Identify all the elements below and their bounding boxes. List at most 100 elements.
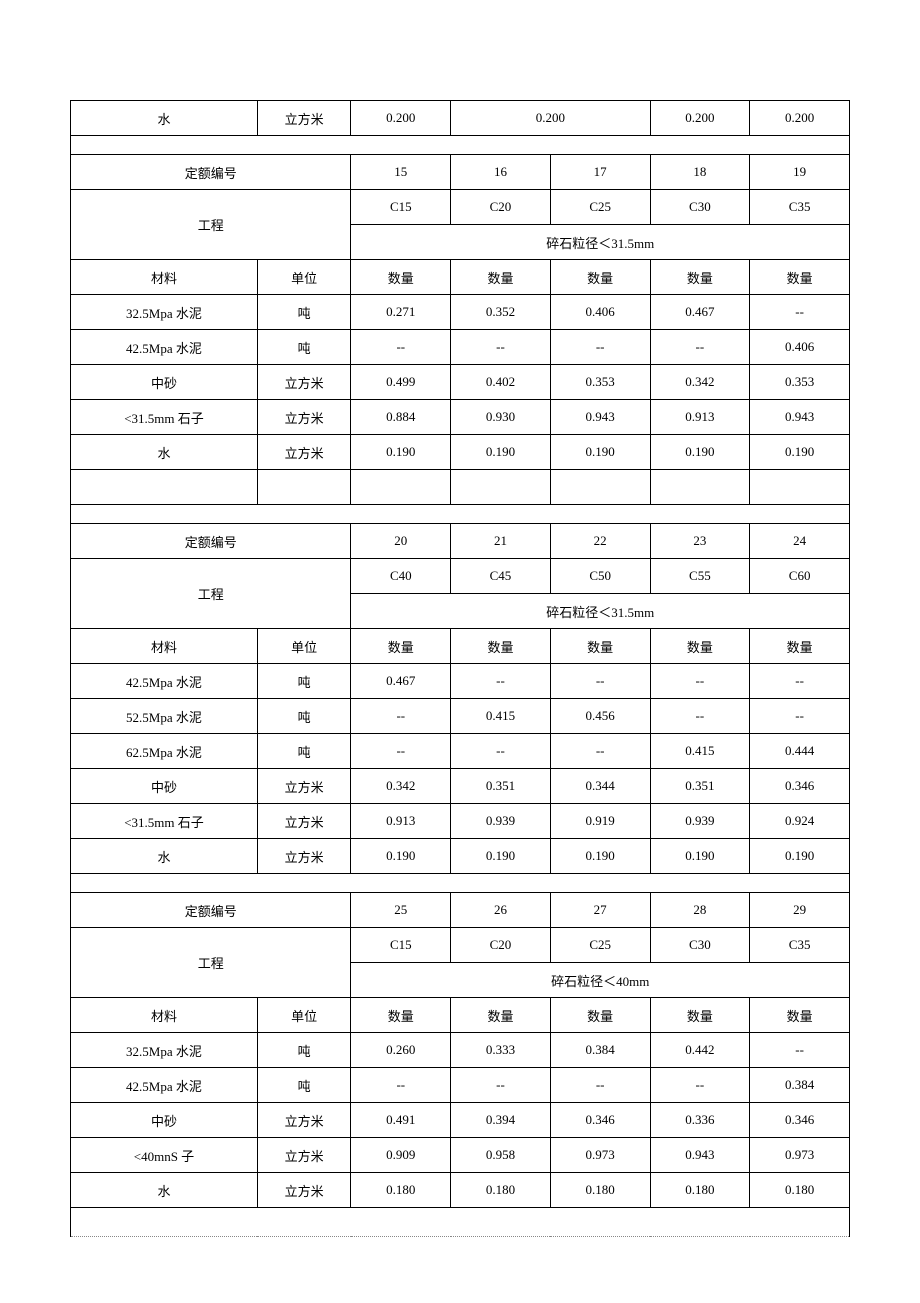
quota-number: 26: [451, 893, 551, 928]
qty-header: 数量: [351, 998, 451, 1033]
unit-cell: 立方米: [257, 101, 350, 136]
mix-ratio-table: 水 立方米 0.200 0.200 0.200 0.200 定额编号 15 16…: [70, 100, 850, 1237]
subheader: 碎石粒径＜40mm: [351, 963, 850, 998]
unit-cell: 吨: [257, 1033, 350, 1068]
subheader: 碎石粒径＜31.5mm: [351, 225, 850, 260]
unit-header: 单位: [257, 260, 350, 295]
value-cell: 0.943: [750, 400, 850, 435]
value-cell: 0.351: [650, 769, 750, 804]
material-cell: 水: [71, 101, 258, 136]
value-cell: 0.200: [451, 101, 650, 136]
grade: C15: [351, 190, 451, 225]
material-cell: 水: [71, 1173, 258, 1208]
value-cell: 0.939: [650, 804, 750, 839]
unit-cell: 吨: [257, 1068, 350, 1103]
grade: C25: [550, 928, 650, 963]
grade: C50: [550, 559, 650, 594]
material-cell: 中砂: [71, 769, 258, 804]
quota-number: 28: [650, 893, 750, 928]
value-cell: 0.353: [550, 365, 650, 400]
value-cell: --: [550, 330, 650, 365]
qty-header: 数量: [650, 629, 750, 664]
qty-header: 数量: [750, 629, 850, 664]
grade: C45: [451, 559, 551, 594]
grade: C55: [650, 559, 750, 594]
material-cell: 中砂: [71, 1103, 258, 1138]
grade: C20: [451, 928, 551, 963]
grade: C60: [750, 559, 850, 594]
spacer: [71, 505, 850, 524]
value-cell: 0.943: [550, 400, 650, 435]
value-cell: --: [451, 1068, 551, 1103]
value-cell: 0.351: [451, 769, 551, 804]
value-cell: 0.346: [550, 1103, 650, 1138]
quota-number: 27: [550, 893, 650, 928]
value-cell: --: [351, 734, 451, 769]
table-row: <31.5mm 石子 立方米 0.884 0.930 0.943 0.913 0…: [71, 400, 850, 435]
value-cell: 0.180: [351, 1173, 451, 1208]
quota-number: 19: [750, 155, 850, 190]
value-cell: 0.352: [451, 295, 551, 330]
project-label: 工程: [71, 190, 351, 260]
material-header: 材料: [71, 998, 258, 1033]
value-cell: --: [750, 699, 850, 734]
material-cell: 32.5Mpa 水泥: [71, 1033, 258, 1068]
value-cell: 0.190: [351, 839, 451, 874]
value-cell: 0.415: [650, 734, 750, 769]
qty-header: 数量: [550, 629, 650, 664]
value-cell: 0.406: [550, 295, 650, 330]
material-cell: 42.5Mpa 水泥: [71, 664, 258, 699]
value-cell: 0.190: [550, 435, 650, 470]
unit-cell: 立方米: [257, 1173, 350, 1208]
material-cell: <40mnS 子: [71, 1138, 258, 1173]
quota-number: 29: [750, 893, 850, 928]
table-row: 42.5Mpa 水泥 吨 -- -- -- -- 0.406: [71, 330, 850, 365]
value-cell: 0.190: [451, 839, 551, 874]
grade: C25: [550, 190, 650, 225]
value-cell: --: [750, 1033, 850, 1068]
grade: C30: [650, 928, 750, 963]
value-cell: 0.190: [351, 435, 451, 470]
value-cell: 0.200: [351, 101, 451, 136]
grade: C35: [750, 928, 850, 963]
grade-row: 工程 C15 C20 C25 C30 C35: [71, 190, 850, 225]
quota-number: 20: [351, 524, 451, 559]
unit-cell: 吨: [257, 699, 350, 734]
qty-header: 数量: [451, 998, 551, 1033]
quota-number-label: 定额编号: [71, 155, 351, 190]
table-row: 中砂 立方米 0.491 0.394 0.346 0.336 0.346: [71, 1103, 850, 1138]
grade-row: 工程 C40 C45 C50 C55 C60: [71, 559, 850, 594]
quota-number-label: 定额编号: [71, 893, 351, 928]
value-cell: 0.342: [351, 769, 451, 804]
spacer: [71, 874, 850, 893]
value-cell: --: [650, 330, 750, 365]
table-row: 32.5Mpa 水泥 吨 0.260 0.333 0.384 0.442 --: [71, 1033, 850, 1068]
value-cell: 0.180: [650, 1173, 750, 1208]
unit-cell: 吨: [257, 295, 350, 330]
unit-cell: 吨: [257, 330, 350, 365]
value-cell: 0.442: [650, 1033, 750, 1068]
table-row: <40mnS 子 立方米 0.909 0.958 0.973 0.943 0.9…: [71, 1138, 850, 1173]
value-cell: 0.909: [351, 1138, 451, 1173]
quota-number-row: 定额编号 25 26 27 28 29: [71, 893, 850, 928]
value-cell: 0.346: [750, 769, 850, 804]
table-row: 52.5Mpa 水泥 吨 -- 0.415 0.456 -- --: [71, 699, 850, 734]
value-cell: 0.336: [650, 1103, 750, 1138]
value-cell: 0.180: [550, 1173, 650, 1208]
unit-cell: 吨: [257, 734, 350, 769]
value-cell: 0.444: [750, 734, 850, 769]
unit-cell: 立方米: [257, 400, 350, 435]
material-cell: 42.5Mpa 水泥: [71, 330, 258, 365]
table-row: 32.5Mpa 水泥 吨 0.271 0.352 0.406 0.467 --: [71, 295, 850, 330]
table-row: 42.5Mpa 水泥 吨 0.467 -- -- -- --: [71, 664, 850, 699]
qty-header: 数量: [351, 629, 451, 664]
quota-number-label: 定额编号: [71, 524, 351, 559]
value-cell: 0.402: [451, 365, 551, 400]
value-cell: 0.913: [351, 804, 451, 839]
value-cell: 0.200: [750, 101, 850, 136]
unit-cell: 吨: [257, 664, 350, 699]
project-label: 工程: [71, 559, 351, 629]
value-cell: 0.200: [650, 101, 750, 136]
qty-header: 数量: [351, 260, 451, 295]
value-cell: 0.924: [750, 804, 850, 839]
